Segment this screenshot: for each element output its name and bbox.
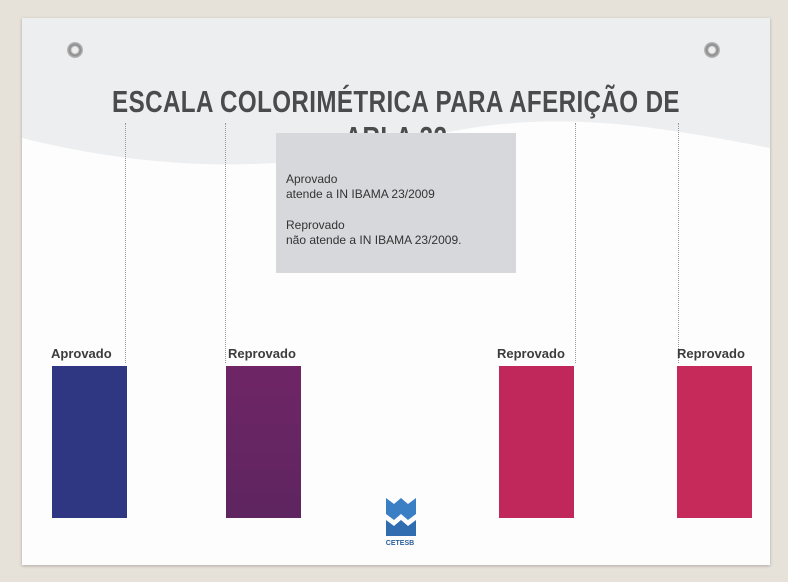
swatch-label: Reprovado — [228, 346, 296, 361]
legend-line: Reprovado — [286, 218, 345, 232]
guide-line — [225, 123, 226, 363]
screw — [67, 42, 83, 58]
legend-box: Aprovado atende a IN IBAMA 23/2009 Repro… — [276, 133, 516, 273]
header-wave — [22, 18, 770, 165]
color-swatch — [226, 366, 301, 518]
color-swatch — [499, 366, 574, 518]
legend-line: Aprovado — [286, 172, 338, 186]
guide-line — [678, 123, 679, 363]
legend-line: atende a IN IBAMA 23/2009 — [286, 187, 435, 201]
legend-line: não atende a IN IBAMA 23/2009. — [286, 233, 462, 247]
swatch-label: Aprovado — [51, 346, 112, 361]
swatch-label: Reprovado — [677, 346, 745, 361]
swatch-label: Reprovado — [497, 346, 565, 361]
poster: ESCALA COLORIMÉTRICA PARA AFERIÇÃO DE AR… — [22, 18, 770, 565]
guide-line — [125, 123, 126, 363]
guide-line — [575, 123, 576, 363]
color-swatch — [677, 366, 752, 518]
logo-text: CETESB — [385, 540, 415, 547]
logo-icon — [386, 498, 416, 536]
color-swatch — [52, 366, 127, 518]
screw — [704, 42, 720, 58]
